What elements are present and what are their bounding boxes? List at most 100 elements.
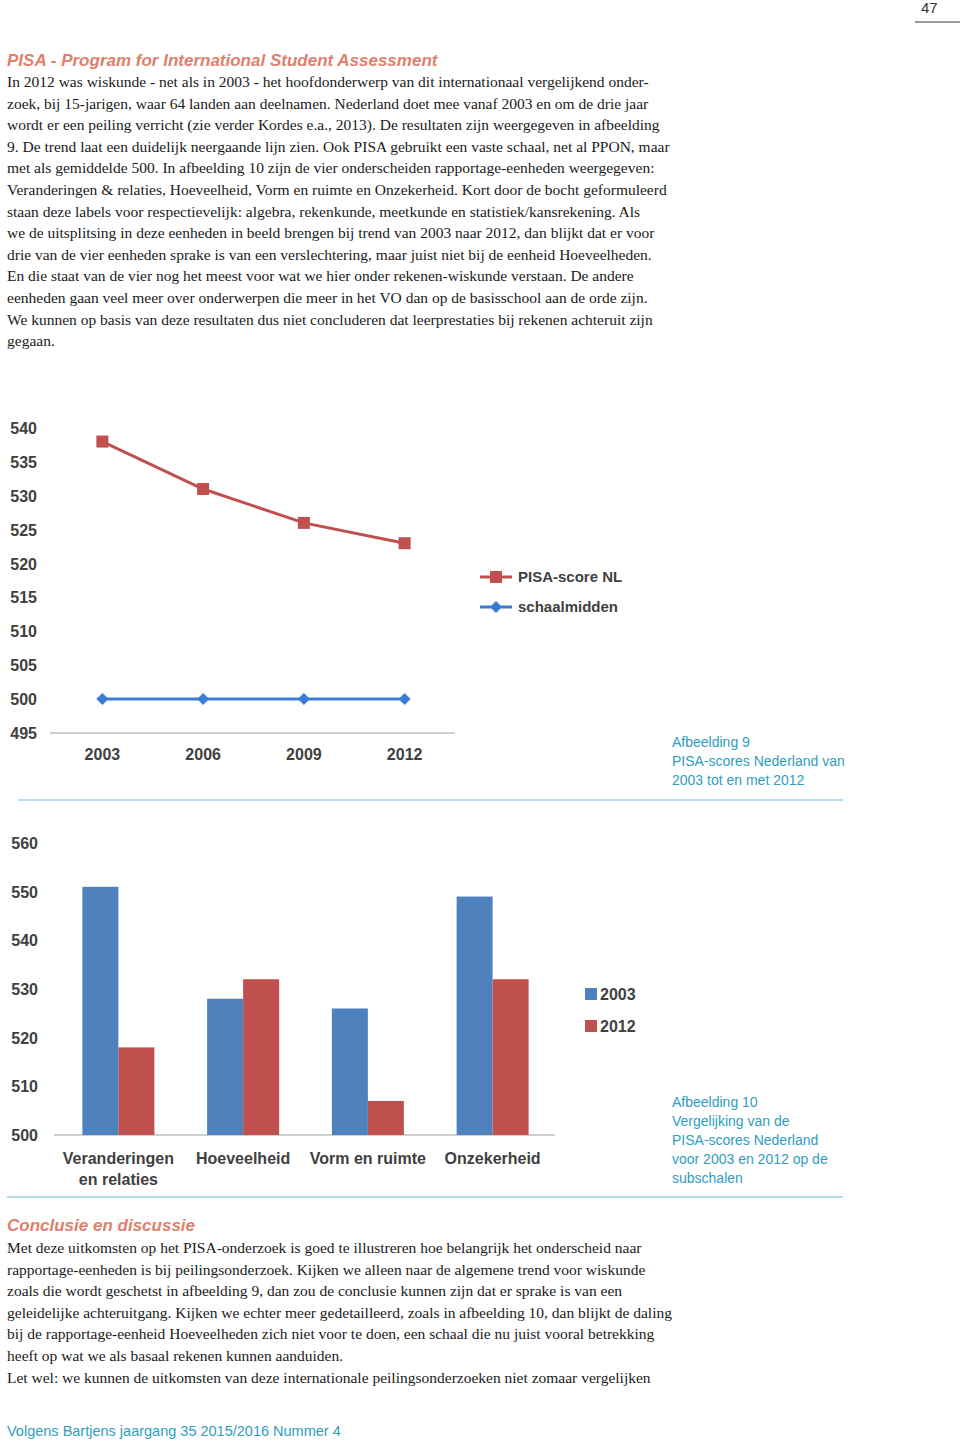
- page: 47 PISA - Program for International Stude…: [0, 0, 960, 1444]
- figure-caption: voor 2003 en 2012 op de: [672, 1151, 828, 1167]
- chart-line: 4955005055105155205255305355402003200620…: [10, 420, 622, 763]
- figure-caption: Vergelijking van de: [672, 1113, 790, 1129]
- tick-mark: [53, 989, 56, 990]
- series-line: [102, 698, 404, 701]
- y-tick-label: 535: [10, 454, 37, 471]
- body-line: Let wel: we kunnen de uitkomsten van dez…: [7, 1369, 651, 1386]
- tick-mark: [49, 461, 52, 462]
- tick-mark: [53, 1037, 56, 1038]
- tick-mark: [53, 940, 56, 941]
- x-tick-label: Hoeveelheid: [196, 1150, 290, 1167]
- body-line: geleidelijke achteruitgang. Kijken we ec…: [7, 1304, 672, 1321]
- body-line: Met deze uitkomsten op het PISA-onderzoe…: [7, 1239, 642, 1256]
- bar: [207, 999, 243, 1135]
- tick-mark: [49, 495, 52, 496]
- figure-caption: PISA-scores Nederland van: [672, 753, 845, 769]
- y-tick-label: 540: [10, 420, 37, 437]
- tick-mark: [49, 597, 52, 598]
- section-title: PISA - Program for International Student…: [7, 51, 439, 70]
- tick-mark: [49, 699, 52, 700]
- legend-item: schaalmidden: [480, 598, 618, 615]
- section-title: Conclusie en discussie: [7, 1216, 195, 1235]
- series-line: [102, 442, 404, 544]
- body-line: rapportage-eenheden is bij peilingsonder…: [7, 1261, 645, 1278]
- figure-caption: subschalen: [672, 1170, 743, 1186]
- bar: [368, 1101, 404, 1135]
- body-line: We kunnen op basis van deze resultaten d…: [7, 311, 653, 328]
- plot-area: [96, 436, 410, 706]
- body-line: gegaan.: [7, 332, 55, 349]
- y-tick-label: 505: [10, 657, 37, 674]
- tick-mark: [53, 891, 56, 892]
- tick-mark: [49, 529, 52, 530]
- y-tick-label: 495: [10, 725, 37, 742]
- y-tick-label: 515: [10, 589, 37, 606]
- body-line: In 2012 was wiskunde - net als in 2003 -…: [7, 73, 649, 90]
- body-line: staan deze labels voor respectievelijk: …: [7, 203, 640, 220]
- y-tick-label: 510: [11, 1078, 38, 1095]
- x-tick-label-line: en relaties: [79, 1171, 158, 1188]
- x-tick-label: 2006: [185, 746, 221, 763]
- x-tick-label: Vorm en ruimte: [310, 1150, 426, 1167]
- marker: [399, 693, 411, 705]
- bar: [332, 1008, 368, 1135]
- body-line: Veranderingen & relaties, Hoeveelheid, V…: [7, 181, 667, 198]
- x-tick-label: 2009: [286, 746, 322, 763]
- marker: [399, 537, 411, 549]
- legend-item: PISA-score NL: [480, 568, 622, 585]
- page-number-rule: [915, 22, 960, 23]
- body-line: heeft op wat we als basaal rekenen kunne…: [7, 1347, 343, 1364]
- page-number: 47: [921, 0, 938, 16]
- legend-label: PISA-score NL: [518, 568, 622, 585]
- legend-swatch: [585, 1020, 597, 1032]
- figure-caption: Afbeelding 10: [672, 1094, 758, 1110]
- legend-swatch: [585, 988, 597, 1000]
- tick-mark: [49, 563, 52, 564]
- y-tick-label: 510: [10, 623, 37, 640]
- body-line: eenheden gaan veel meer over onderwerpen…: [7, 289, 648, 306]
- bar: [118, 1047, 154, 1135]
- x-tick-label: Onzekerheid: [445, 1150, 541, 1167]
- y-tick-label: 520: [11, 1030, 38, 1047]
- tick-mark: [49, 665, 52, 666]
- x-tick-label: 2012: [387, 746, 423, 763]
- y-tick-label: 550: [11, 884, 38, 901]
- y-tick-label: 540: [11, 932, 38, 949]
- marker: [298, 693, 310, 705]
- marker: [298, 517, 310, 529]
- body-line: wordt er een peiling verricht (zie verde…: [7, 116, 660, 134]
- body-line: met als gemiddelde 500. In afbeelding 10…: [7, 159, 654, 176]
- plot-area: [82, 887, 528, 1135]
- body-line: we de uitsplitsing in deze eenheden in b…: [7, 224, 655, 241]
- figure-caption: 2003 tot en met 2012: [672, 772, 805, 788]
- x-tick-label: 2003: [85, 746, 121, 763]
- legend-label: 2003: [600, 986, 636, 1003]
- y-tick-label: 530: [10, 488, 37, 505]
- y-tick-label: 525: [10, 522, 37, 539]
- legend-item: 2003: [585, 986, 636, 1003]
- y-tick-label: 500: [10, 691, 37, 708]
- separator: [7, 1196, 843, 1198]
- body-line: bij de rapportage-eenheid Hoeveelheden z…: [7, 1325, 655, 1342]
- marker: [96, 693, 108, 705]
- legend-label: 2012: [600, 1018, 636, 1035]
- separator: [18, 799, 843, 801]
- marker: [197, 483, 209, 495]
- x-axis-line: [50, 732, 455, 734]
- marker: [96, 436, 108, 448]
- bar: [457, 897, 493, 1135]
- tick-mark: [49, 428, 52, 429]
- marker: [197, 693, 209, 705]
- y-tick-label: 530: [11, 981, 38, 998]
- body-line: En die staat van de vier nog het meest v…: [7, 267, 634, 284]
- chart-bar: 500 510 520 530 540 550 560 Veranderingenen rel…: [11, 835, 635, 1188]
- body-line: zoek, bij 15-jarigen, waar 64 landen aan…: [7, 95, 649, 112]
- tick-mark: [53, 843, 56, 844]
- body-line: drie van de vier eenheden sprake is van …: [7, 246, 652, 263]
- x-tick-label: Veranderingenen relaties: [63, 1150, 174, 1188]
- tick-mark: [53, 1086, 56, 1087]
- footer: Volgens Bartjens jaargang 35 2015/2016 N…: [7, 1423, 341, 1439]
- y-tick-label: 560: [11, 835, 38, 852]
- y-tick-label: 500: [11, 1127, 38, 1144]
- legend-item: 2012: [585, 1018, 636, 1035]
